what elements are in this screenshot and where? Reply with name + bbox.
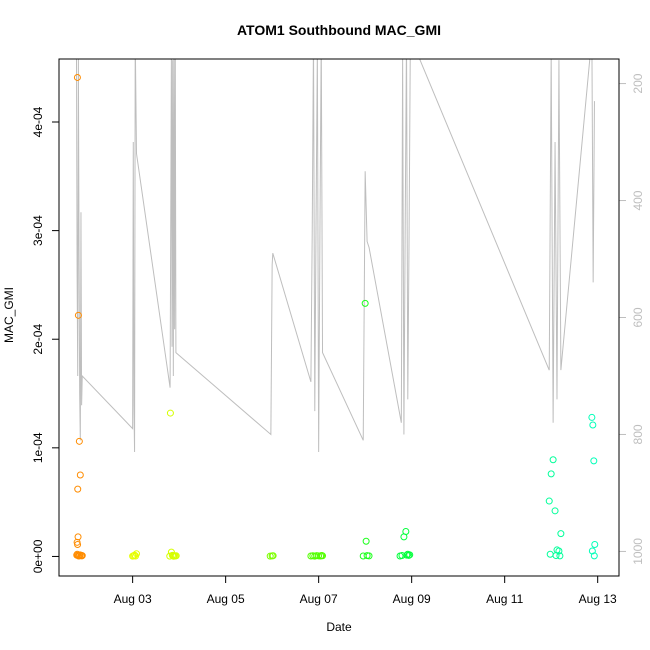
data-point xyxy=(170,552,178,560)
data-point xyxy=(557,530,565,538)
y-left-tick-label: 3e-04 xyxy=(31,215,45,246)
chart-title: ATOM1 Southbound MAC_GMI xyxy=(237,22,441,38)
data-point xyxy=(551,507,559,515)
data-point xyxy=(74,311,82,319)
data-point xyxy=(74,541,82,548)
data-point xyxy=(166,552,174,560)
data-point xyxy=(269,552,277,560)
right-series-line-group xyxy=(76,59,595,453)
data-point xyxy=(133,550,141,558)
data-point xyxy=(359,552,367,560)
y-right-tick-label: 1000 xyxy=(631,538,645,565)
data-point xyxy=(591,541,599,548)
y-right-tick-label: 800 xyxy=(631,424,645,444)
data-point xyxy=(76,471,84,479)
y-right-tick-label: 400 xyxy=(631,190,645,210)
y-left-tick-label: 1e-04 xyxy=(31,432,45,463)
y-left-tick-label: 2e-04 xyxy=(31,324,45,355)
data-point xyxy=(590,552,598,560)
data-point xyxy=(546,550,554,558)
data-point xyxy=(131,551,139,559)
data-point xyxy=(362,537,370,545)
data-point xyxy=(588,413,596,421)
point-group xyxy=(73,73,599,560)
data-point xyxy=(552,552,560,560)
data-point xyxy=(318,551,326,559)
data-point xyxy=(361,299,369,307)
y-right-tick-label: 200 xyxy=(631,73,645,93)
data-point xyxy=(556,552,564,560)
data-point xyxy=(549,456,557,464)
y-left-tick-label: 0e+00 xyxy=(31,539,45,573)
y-axis-label: MAC_GMI xyxy=(2,287,16,343)
data-point xyxy=(590,457,598,465)
right-series-line xyxy=(76,59,595,453)
data-point xyxy=(547,470,555,478)
data-point xyxy=(76,552,84,560)
data-point xyxy=(402,527,410,535)
data-point xyxy=(589,421,597,429)
x-tick-label: Aug 11 xyxy=(486,592,523,606)
data-point xyxy=(74,485,82,493)
data-point xyxy=(75,437,83,445)
x-tick-label: Aug 03 xyxy=(114,592,152,606)
x-axis-label: Date xyxy=(326,620,352,634)
data-point xyxy=(405,551,413,559)
x-tick-label: Aug 09 xyxy=(393,592,431,606)
y-left-tick-label: 4e-04 xyxy=(31,106,45,137)
x-tick-label: Aug 05 xyxy=(207,592,245,606)
y-right-tick-label: 600 xyxy=(631,307,645,327)
data-point xyxy=(545,497,553,505)
data-point xyxy=(166,409,174,417)
data-point xyxy=(73,73,81,81)
x-tick-label: Aug 13 xyxy=(579,592,617,606)
x-tick-label: Aug 07 xyxy=(300,592,338,606)
plot-frame xyxy=(58,58,620,577)
